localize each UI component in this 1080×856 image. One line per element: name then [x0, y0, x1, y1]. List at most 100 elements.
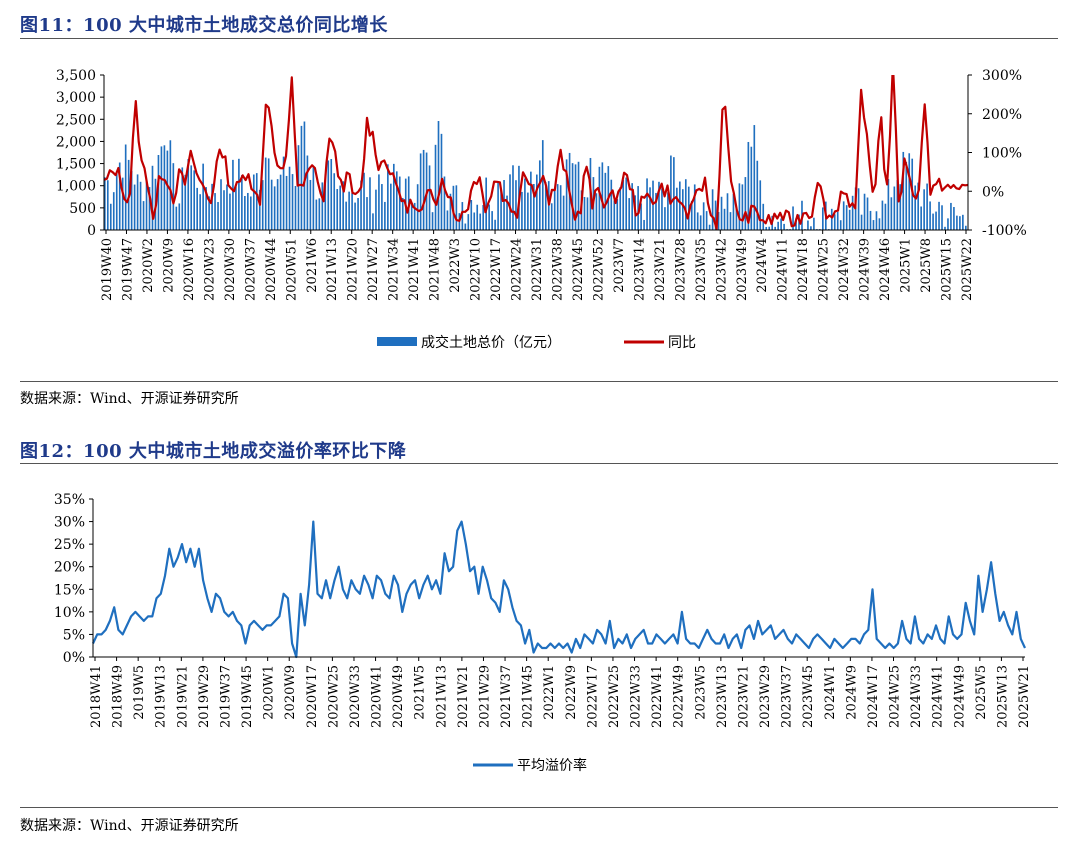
land-price-bar	[479, 213, 482, 230]
land-price-bar	[595, 193, 598, 230]
land-price-bar	[881, 200, 884, 230]
x-tick-label: 2024W9	[844, 665, 859, 720]
land-price-bar	[142, 201, 145, 230]
land-price-bar	[258, 189, 261, 230]
yoy-line	[104, 75, 968, 230]
land-price-bar	[839, 220, 842, 230]
land-price-bar	[109, 203, 112, 230]
land-price-bar	[860, 214, 863, 230]
land-price-bar	[294, 186, 297, 230]
land-price-bar	[229, 193, 231, 230]
land-price-bar	[896, 180, 899, 230]
land-price-bar	[115, 172, 118, 230]
land-price-bar	[962, 214, 964, 230]
premium-rate-line	[92, 520, 1026, 659]
x-tick-label: 2024W4	[755, 238, 770, 293]
land-price-bar	[342, 181, 344, 230]
land-price-bar	[398, 176, 401, 230]
land-price-bar	[175, 206, 178, 230]
land-price-bar	[145, 180, 148, 230]
x-tick-label: 2023W35	[694, 238, 709, 301]
x-tick-label: 2024W11	[776, 238, 791, 301]
x-tick-label: 2020W17	[305, 665, 320, 728]
y-tick-label: 35%	[54, 492, 85, 508]
land-price-bar	[267, 158, 270, 230]
land-price-bar	[661, 188, 663, 230]
land-price-bar	[124, 144, 127, 230]
land-price-bar	[729, 212, 732, 230]
land-price-bar	[893, 186, 896, 230]
x-tick-label: 2021W13	[434, 665, 449, 728]
land-price-bar	[232, 159, 234, 230]
x-tick-label: 2024W18	[796, 238, 811, 301]
y-right-tick-label: 100%	[982, 146, 1022, 162]
x-tick-label: 2020W1	[262, 665, 277, 720]
land-price-bar	[747, 141, 750, 230]
land-price-bar	[431, 212, 434, 230]
land-price-bar	[583, 196, 586, 230]
x-tick-label: 2024W41	[931, 665, 946, 728]
land-price-bar	[574, 164, 577, 230]
land-price-bar	[261, 180, 264, 230]
land-price-bar	[106, 180, 109, 230]
x-tick-label: 2019W21	[175, 665, 190, 728]
land-price-bar	[848, 209, 851, 230]
x-tick-label: 2019W5	[132, 665, 147, 720]
x-tick-label: 2021W29	[477, 665, 492, 728]
land-price-bar	[696, 212, 699, 230]
y-tick-label: 30%	[54, 515, 85, 531]
land-price-bar	[282, 156, 285, 230]
land-price-bar	[658, 181, 660, 230]
x-tick-label: 2021W37	[499, 665, 514, 728]
x-tick-label: 2024W39	[858, 238, 873, 301]
land-price-bar	[541, 140, 544, 230]
x-tick-label: 2022W17	[489, 238, 504, 301]
y-left-tick-label: 2,500	[56, 112, 96, 128]
land-price-bar	[565, 159, 568, 230]
land-price-bar	[601, 162, 604, 230]
y-tick-label: 20%	[54, 560, 85, 576]
land-price-bar	[738, 183, 741, 230]
land-price-bar	[619, 187, 622, 230]
land-price-bar	[506, 195, 508, 230]
x-tick-label: 2020W41	[370, 665, 385, 728]
x-tick-label: 2022W1	[542, 665, 557, 720]
x-tick-label: 2019W13	[154, 665, 169, 728]
land-price-bar	[428, 165, 431, 230]
x-tick-label: 2025W1	[899, 238, 914, 293]
x-tick-label: 2024W46	[878, 238, 893, 301]
land-price-bar	[324, 174, 327, 230]
x-tick-label: 2024W1	[823, 665, 838, 720]
land-price-bar	[467, 214, 470, 230]
land-price-bar	[807, 220, 809, 230]
x-tick-label: 2023W42	[714, 238, 729, 301]
land-price-bar	[193, 170, 196, 230]
land-price-bar	[157, 155, 160, 230]
land-price-bar	[449, 193, 452, 230]
x-tick-label: 2020W2	[141, 238, 156, 293]
y-right-tick-label: -100%	[982, 223, 1027, 239]
figure1-title: 图11：100 大中城市土地成交总价同比增长	[20, 15, 388, 36]
land-price-bar	[133, 184, 136, 230]
land-price-bar	[750, 146, 753, 230]
x-tick-label: 2025W21	[1017, 665, 1032, 728]
land-price-bar	[667, 192, 669, 230]
land-price-bar	[470, 200, 473, 230]
land-price-bar	[857, 188, 860, 230]
land-price-bar	[354, 202, 356, 230]
x-tick-label: 2022W24	[510, 238, 525, 301]
land-price-bar	[544, 182, 547, 230]
y-left-tick-label: 3,000	[56, 90, 96, 106]
land-price-bar	[690, 200, 693, 230]
land-price-bar	[664, 207, 666, 230]
land-price-bar	[845, 205, 848, 230]
land-price-bar	[363, 172, 365, 230]
land-price-bar	[929, 201, 931, 230]
land-price-bar	[348, 191, 350, 230]
land-price-bar	[169, 140, 172, 230]
x-tick-label: 2022W49	[672, 665, 687, 728]
land-price-bar	[446, 210, 449, 230]
y-right-tick-label: 0%	[982, 184, 1004, 200]
x-tick-label: 2022W52	[591, 238, 606, 301]
land-price-bar	[604, 172, 607, 230]
